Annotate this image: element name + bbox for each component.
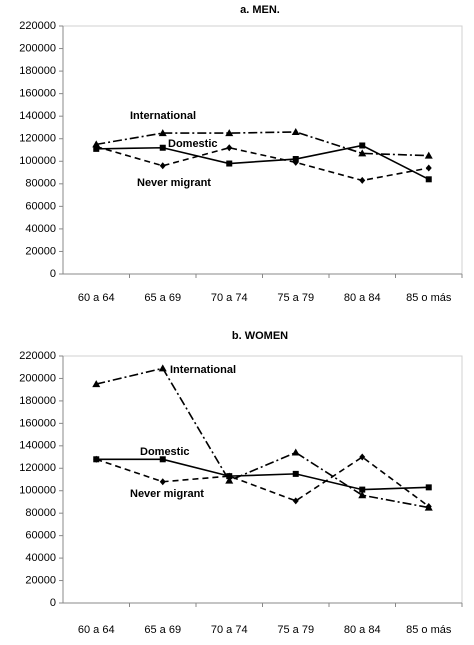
y-tick-label: 80000 <box>25 178 56 190</box>
marker <box>359 453 366 461</box>
x-tick-label: 65 a 69 <box>144 624 181 636</box>
y-tick-label: 200000 <box>19 42 56 54</box>
x-tick-label: 70 a 74 <box>211 624 248 636</box>
marker <box>159 144 166 151</box>
series-line <box>96 131 429 157</box>
marker <box>226 144 233 152</box>
marker <box>358 491 367 499</box>
y-tick-label: 160000 <box>19 417 56 429</box>
marker <box>225 129 234 137</box>
marker <box>425 164 432 172</box>
series-label: Domestic <box>168 138 218 150</box>
series-label: International <box>130 110 196 122</box>
marker <box>226 160 233 167</box>
series-label: International <box>170 364 236 376</box>
marker <box>92 380 101 388</box>
y-tick-label: 100000 <box>19 155 56 167</box>
y-tick-label: 20000 <box>25 245 56 257</box>
y-tick-label: 0 <box>50 597 56 609</box>
marker <box>425 484 432 491</box>
marker <box>291 127 300 135</box>
series-label: Never migrant <box>137 177 211 189</box>
series-line <box>96 144 430 181</box>
y-tick-label: 100000 <box>19 485 56 497</box>
y-tick-label: 220000 <box>19 20 56 32</box>
marker <box>358 149 367 157</box>
y-tick-label: 60000 <box>25 530 56 542</box>
x-tick-label: 80 a 84 <box>344 292 381 304</box>
y-tick-label: 160000 <box>19 88 56 100</box>
x-tick-label: 80 a 84 <box>344 624 381 636</box>
y-tick-label: 0 <box>50 268 56 280</box>
y-tick-label: 120000 <box>19 133 56 145</box>
x-tick-label: 75 a 79 <box>277 624 314 636</box>
series-label: Never migrant <box>130 488 204 500</box>
y-tick-label: 80000 <box>25 507 56 519</box>
x-tick-label: 85 o más <box>406 624 452 636</box>
marker <box>425 502 432 510</box>
series-line <box>96 458 429 491</box>
marker <box>158 129 167 137</box>
marker <box>93 455 100 463</box>
y-tick-label: 40000 <box>25 223 56 235</box>
marker <box>159 478 166 486</box>
series-label: Domestic <box>140 446 190 458</box>
x-tick-label: 60 a 64 <box>78 624 115 636</box>
y-tick-label: 120000 <box>19 462 56 474</box>
x-tick-label: 60 a 64 <box>78 292 115 304</box>
series-line <box>96 367 429 509</box>
x-tick-label: 85 o más <box>406 292 452 304</box>
marker <box>359 176 366 184</box>
y-tick-label: 180000 <box>19 65 56 77</box>
plot-frame <box>62 25 463 275</box>
marker <box>291 448 300 456</box>
marker <box>158 364 167 372</box>
marker <box>292 497 299 505</box>
chart-title: a. MEN. <box>240 4 280 16</box>
marker <box>226 472 233 480</box>
series-line <box>96 145 429 182</box>
marker <box>424 151 433 159</box>
marker <box>225 476 234 484</box>
plot-frame <box>62 355 463 604</box>
marker <box>93 143 100 151</box>
marker <box>292 470 299 477</box>
series-line <box>95 456 430 508</box>
y-tick-label: 180000 <box>19 395 56 407</box>
y-tick-label: 40000 <box>25 552 56 564</box>
x-tick-label: 75 a 79 <box>277 292 314 304</box>
marker <box>359 486 366 493</box>
marker <box>425 176 432 183</box>
y-tick-label: 140000 <box>19 440 56 452</box>
y-tick-label: 140000 <box>19 110 56 122</box>
marker <box>359 142 366 149</box>
y-tick-label: 200000 <box>19 372 56 384</box>
marker <box>159 162 166 170</box>
chart-title: b. WOMEN <box>232 330 288 342</box>
marker <box>292 158 299 166</box>
x-tick-label: 70 a 74 <box>211 292 248 304</box>
x-tick-label: 65 a 69 <box>144 292 181 304</box>
marker <box>159 456 166 463</box>
y-tick-label: 60000 <box>25 200 56 212</box>
y-tick-label: 20000 <box>25 574 56 586</box>
y-tick-label: 220000 <box>19 350 56 362</box>
